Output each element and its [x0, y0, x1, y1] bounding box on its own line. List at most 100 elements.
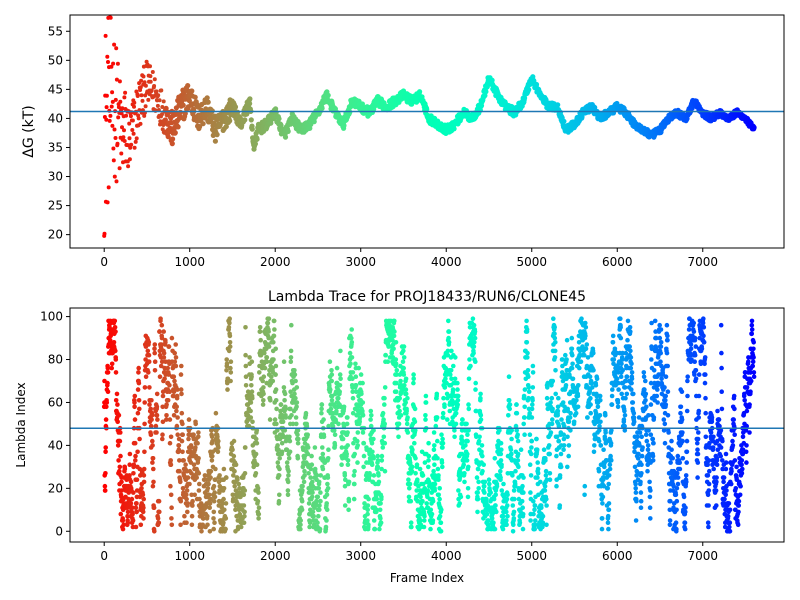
dg-point — [102, 231, 107, 236]
dg-point — [105, 54, 110, 59]
lambda-point — [408, 498, 414, 504]
lambda-point — [167, 389, 172, 395]
lambda-point — [113, 398, 119, 403]
lambda-point — [526, 385, 531, 390]
lambda-point — [120, 526, 126, 532]
y-tick-label: 55 — [48, 24, 63, 38]
lambda-point — [131, 462, 137, 468]
lambda-point — [337, 372, 343, 377]
lambda-point — [542, 483, 548, 489]
lambda-point — [221, 466, 227, 472]
lambda-point — [257, 325, 263, 330]
lambda-point — [412, 406, 418, 412]
lambda-point — [194, 475, 199, 480]
lambda-point — [320, 466, 326, 472]
dg-point — [112, 42, 117, 47]
lambda-point — [547, 471, 553, 476]
lambda-point — [583, 325, 589, 330]
dg-point — [139, 93, 144, 98]
lambda-point — [530, 398, 535, 403]
lambda-point — [573, 410, 579, 416]
lambda-point — [368, 417, 373, 422]
lambda-point — [140, 492, 146, 498]
lambda-point — [597, 413, 603, 418]
lambda-point — [618, 316, 623, 322]
lambda-point — [440, 410, 446, 416]
lambda-point — [104, 400, 110, 405]
dg-scatter-points — [102, 15, 757, 238]
lambda-point — [196, 430, 201, 435]
lambda-point — [132, 393, 138, 399]
lambda-point — [221, 486, 227, 491]
lambda-point — [309, 453, 314, 459]
lambda-point — [152, 529, 157, 534]
lambda-point — [472, 340, 477, 345]
lambda-point — [475, 509, 480, 515]
lambda-point — [491, 496, 497, 502]
lambda-point — [606, 473, 612, 478]
lambda-point — [355, 430, 361, 435]
lambda-point — [185, 475, 191, 480]
lambda-point — [274, 406, 279, 412]
lambda-point — [295, 456, 301, 461]
lambda-point — [155, 417, 160, 422]
lambda-point — [352, 451, 358, 457]
lambda-point — [379, 453, 385, 459]
dg-point — [254, 136, 260, 142]
lambda-point — [583, 320, 588, 326]
dg-point — [247, 101, 253, 107]
lambda-point — [472, 335, 478, 341]
lambda-point — [356, 365, 362, 371]
lambda-point — [186, 417, 192, 422]
lambda-point — [128, 501, 134, 506]
lambda-point — [121, 522, 126, 528]
lambda-point — [401, 348, 406, 354]
lambda-point — [149, 413, 155, 418]
dg-point — [111, 158, 116, 163]
lambda-point — [119, 479, 124, 485]
lambda-point — [262, 365, 268, 371]
lambda-point — [197, 481, 202, 487]
lambda-point — [506, 374, 512, 380]
lambda-point — [241, 520, 247, 525]
lambda-point — [477, 434, 482, 440]
lambda-point — [366, 496, 371, 502]
lambda-point — [184, 496, 189, 502]
lambda-point — [285, 492, 291, 498]
lambda-point — [122, 466, 128, 472]
lambda-point — [196, 456, 201, 461]
lambda-point — [553, 340, 558, 345]
lambda-point — [132, 404, 137, 410]
lambda-point — [160, 432, 165, 438]
lambda-point — [369, 462, 375, 468]
lambda-point — [206, 492, 212, 498]
lambda-point — [142, 385, 148, 390]
lambda-point — [532, 526, 537, 532]
lambda-point — [576, 383, 581, 388]
lambda-point — [412, 440, 417, 446]
lambda-point — [349, 355, 355, 360]
lambda-point — [371, 473, 377, 478]
lambda-point — [272, 327, 277, 332]
lambda-point — [306, 501, 312, 506]
lambda-point — [253, 451, 259, 457]
lambda-point — [367, 473, 373, 478]
lambda-point — [285, 488, 291, 493]
lambda-point — [324, 507, 330, 513]
lambda-point — [423, 400, 429, 405]
lambda-point — [550, 417, 555, 422]
lambda-point — [228, 378, 233, 384]
lambda-point — [202, 473, 208, 478]
dg-point — [132, 145, 137, 150]
lambda-point — [178, 522, 183, 528]
lambda-point — [276, 473, 282, 478]
lambda-point — [467, 357, 472, 362]
lambda-point — [117, 464, 123, 470]
lambda-point — [258, 337, 264, 343]
lambda-point — [308, 466, 314, 472]
lambda-point — [161, 350, 167, 356]
lambda-point — [555, 413, 560, 418]
lambda-point — [482, 479, 488, 485]
lambda-point — [141, 496, 146, 502]
dg-point — [307, 125, 313, 131]
